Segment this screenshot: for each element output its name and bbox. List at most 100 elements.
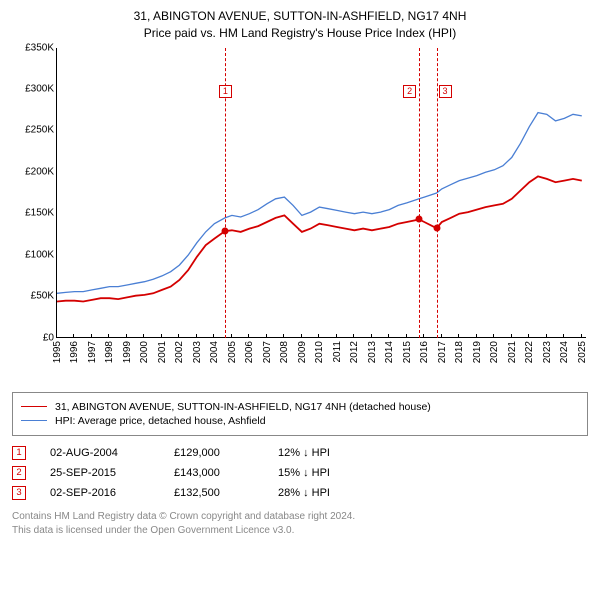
x-tick-mark <box>371 334 372 338</box>
plot-svg <box>57 48 587 338</box>
x-tick-label: 2015 <box>402 341 413 363</box>
x-tick-label: 2001 <box>157 341 168 363</box>
x-tick-label: 2018 <box>454 341 465 363</box>
legend-row: 31, ABINGTON AVENUE, SUTTON-IN-ASHFIELD,… <box>21 401 579 413</box>
x-tick-label: 1995 <box>52 341 63 363</box>
x-tick-label: 1999 <box>122 341 133 363</box>
x-tick-mark <box>56 334 57 338</box>
sales-row-date: 02-AUG-2004 <box>50 447 150 459</box>
legend-swatch <box>21 420 47 421</box>
legend-label: 31, ABINGTON AVENUE, SUTTON-IN-ASHFIELD,… <box>55 401 431 413</box>
x-tick-label: 2005 <box>227 341 238 363</box>
sales-row-marker: 1 <box>12 446 26 460</box>
x-tick-label: 2008 <box>279 341 290 363</box>
x-tick-label: 2007 <box>262 341 273 363</box>
x-tick-mark <box>301 334 302 338</box>
footer-line-2: This data is licensed under the Open Gov… <box>12 524 588 538</box>
legend-label: HPI: Average price, detached house, Ashf… <box>55 415 266 427</box>
x-tick-mark <box>546 334 547 338</box>
sale-vline <box>419 48 420 338</box>
x-tick-label: 2009 <box>297 341 308 363</box>
legend: 31, ABINGTON AVENUE, SUTTON-IN-ASHFIELD,… <box>12 392 588 436</box>
sales-row: 225-SEP-2015£143,00015% ↓ HPI <box>12 466 588 480</box>
x-tick-label: 2021 <box>507 341 518 363</box>
sale-dot <box>433 224 440 231</box>
x-tick-label: 2014 <box>384 341 395 363</box>
x-tick-mark <box>161 334 162 338</box>
sale-dot <box>221 227 228 234</box>
y-tick-label: £200K <box>25 166 54 177</box>
legend-row: HPI: Average price, detached house, Ashf… <box>21 415 579 427</box>
x-tick-label: 2020 <box>489 341 500 363</box>
x-tick-label: 2003 <box>192 341 203 363</box>
x-tick-mark <box>213 334 214 338</box>
x-tick-label: 1997 <box>87 341 98 363</box>
x-tick-mark <box>73 334 74 338</box>
sales-row-price: £129,000 <box>174 447 254 459</box>
x-tick-mark <box>178 334 179 338</box>
x-tick-mark <box>266 334 267 338</box>
x-axis: 1995199619971998199920002001200220032004… <box>56 338 586 388</box>
x-tick-mark <box>388 334 389 338</box>
x-tick-mark <box>528 334 529 338</box>
sale-marker-box: 1 <box>219 85 232 98</box>
x-tick-label: 2017 <box>437 341 448 363</box>
chart: £0£50K£100K£150K£200K£250K£300K£350K 123… <box>12 48 588 388</box>
x-tick-mark <box>458 334 459 338</box>
x-tick-mark <box>248 334 249 338</box>
x-tick-mark <box>493 334 494 338</box>
x-tick-label: 2006 <box>244 341 255 363</box>
sales-row-delta: 12% ↓ HPI <box>278 447 330 459</box>
x-tick-mark <box>91 334 92 338</box>
x-tick-mark <box>143 334 144 338</box>
x-tick-mark <box>581 334 582 338</box>
y-tick-label: £300K <box>25 84 54 95</box>
x-tick-mark <box>318 334 319 338</box>
x-tick-label: 2012 <box>349 341 360 363</box>
x-tick-label: 2022 <box>524 341 535 363</box>
x-tick-mark <box>353 334 354 338</box>
y-tick-label: £100K <box>25 249 54 260</box>
sale-dot <box>416 216 423 223</box>
sales-table: 102-AUG-2004£129,00012% ↓ HPI225-SEP-201… <box>12 446 588 500</box>
x-tick-mark <box>108 334 109 338</box>
x-tick-label: 2010 <box>314 341 325 363</box>
x-tick-label: 2011 <box>332 341 343 363</box>
y-tick-label: £150K <box>25 208 54 219</box>
y-axis: £0£50K£100K£150K£200K£250K£300K£350K <box>12 48 56 338</box>
sales-row-date: 25-SEP-2015 <box>50 467 150 479</box>
x-tick-label: 2024 <box>559 341 570 363</box>
x-tick-label: 2013 <box>367 341 378 363</box>
x-tick-mark <box>441 334 442 338</box>
x-tick-mark <box>563 334 564 338</box>
x-tick-mark <box>231 334 232 338</box>
sales-row-marker: 3 <box>12 486 26 500</box>
x-tick-label: 2016 <box>419 341 430 363</box>
title-subtitle: Price paid vs. HM Land Registry's House … <box>12 25 588 42</box>
y-tick-label: £350K <box>25 42 54 53</box>
y-tick-label: £250K <box>25 125 54 136</box>
sales-row-price: £132,500 <box>174 487 254 499</box>
chart-container: 31, ABINGTON AVENUE, SUTTON-IN-ASHFIELD,… <box>0 0 600 590</box>
sales-row-price: £143,000 <box>174 467 254 479</box>
sale-vline <box>437 48 438 338</box>
x-tick-label: 2000 <box>139 341 150 363</box>
legend-swatch <box>21 406 47 407</box>
x-tick-mark <box>423 334 424 338</box>
x-tick-mark <box>406 334 407 338</box>
x-tick-label: 2004 <box>209 341 220 363</box>
x-tick-label: 2002 <box>174 341 185 363</box>
x-tick-mark <box>336 334 337 338</box>
x-tick-label: 1998 <box>104 341 115 363</box>
footer: Contains HM Land Registry data © Crown c… <box>12 510 588 538</box>
sales-row-date: 02-SEP-2016 <box>50 487 150 499</box>
sales-row-delta: 28% ↓ HPI <box>278 487 330 499</box>
sale-marker-box: 2 <box>403 85 416 98</box>
x-tick-label: 2023 <box>542 341 553 363</box>
footer-line-1: Contains HM Land Registry data © Crown c… <box>12 510 588 524</box>
x-tick-mark <box>283 334 284 338</box>
title-block: 31, ABINGTON AVENUE, SUTTON-IN-ASHFIELD,… <box>12 8 588 42</box>
x-tick-label: 2019 <box>472 341 483 363</box>
sale-marker-box: 3 <box>439 85 452 98</box>
x-tick-mark <box>476 334 477 338</box>
